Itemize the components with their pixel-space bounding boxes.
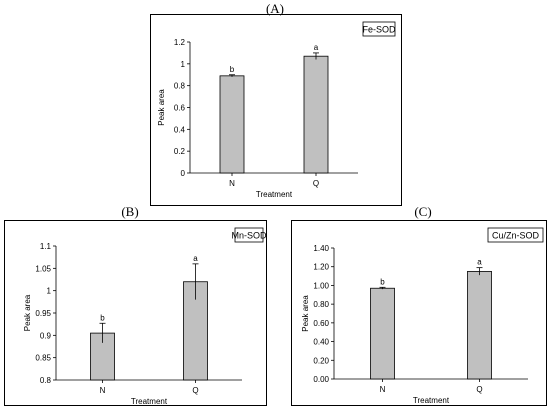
c1-title-box [234,227,264,243]
c2-panel-frame [291,220,547,406]
chart-fe-sod: 0 0.2 0.4 0.6 0.8 1 1.2 Peak area b Na Q Treatment F… [150,14,402,206]
c0-y-tick-label: 0.6 [174,104,186,113]
c2-y-tick-label: 1.00 [313,281,329,290]
c1-panel-frame [4,220,267,406]
c0-y-tick-label: 1 [181,60,186,69]
c2-y-axis-label: Peak area [301,295,310,332]
c0-bar-Q [303,55,329,174]
c1-x-axis-label: Treatment [131,397,168,406]
c2-y-tick-label: 0.60 [313,319,329,328]
c2-y-tick-label: 0.80 [313,300,329,309]
c2-x-tick-label: N [380,385,386,394]
c2-y-tick-label: 1.40 [313,244,329,253]
c2-x-tick-label: Q [476,385,482,394]
c1-y-tick-label: 0.95 [35,309,51,318]
c2-letter-Q: a [477,258,482,267]
c0-y-tick-label: 0 [181,169,186,178]
c0-y-tick-label: 0.4 [174,125,186,134]
c0-x-tick-label: Q [313,179,319,188]
c0-panel-frame [150,14,402,206]
c2-y-tick-label: 0.20 [313,356,329,365]
c1-y-tick-label: 0.9 [40,331,52,340]
c2-y-tick-label: 0.40 [313,338,329,347]
c1-bar-Q [183,281,208,381]
c1-y-axis-label: Peak area [23,294,32,331]
c1-x-tick-label: Q [192,386,198,395]
c1-y-tick-label: 1 [47,287,52,296]
c2-letter-N: b [380,277,385,286]
c0-x-axis-label: Treatment [256,190,293,199]
c0-title-box [362,21,396,37]
c0-bar-N [219,75,245,174]
c2-bar-Q [467,270,492,380]
c1-y-tick-label: 0.85 [35,354,51,363]
panel-label-c: (C) [414,204,432,219]
c0-y-tick-label: 0.8 [174,82,186,91]
c0-chart-title: Fe-SOD [362,25,396,35]
c1-y-tick-label: 0.8 [40,376,52,385]
panel-label-b: (B) [121,204,139,219]
c2-bar-N [370,287,395,380]
c2-title-box [487,227,544,243]
c2-x-axis-label: Treatment [413,396,450,405]
c0-letter-Q: a [314,43,319,52]
c1-chart-title: Mn-SOD [231,231,267,241]
c0-y-tick-label: 1.2 [174,38,186,47]
panel-label-a: (A) [265,1,285,16]
chart-cu-zn-sod: 0.00 0.20 0.40 0.60 0.80 1.00 1.20 1.40 Peak are… [291,220,547,406]
c1-letter-Q: a [193,254,198,263]
chart-mn-sod: 0.8 0.85 0.9 0.95 1 1.05 1.1 Peak area b Na Q Treat… [4,220,267,406]
c2-y-tick-label: 0.00 [313,375,329,384]
c1-y-tick-label: 1.05 [35,264,51,273]
c1-x-tick-label: N [100,386,106,395]
c0-letter-N: b [230,65,235,74]
c0-y-tick-label: 0.2 [174,147,186,156]
c0-y-axis-label: Peak area [157,89,166,126]
c2-chart-title: Cu/Zn-SOD [492,231,540,241]
c1-letter-N: b [100,313,105,322]
c0-x-tick-label: N [229,179,235,188]
c1-y-tick-label: 1.1 [40,242,52,251]
c2-y-tick-label: 1.20 [313,263,329,272]
